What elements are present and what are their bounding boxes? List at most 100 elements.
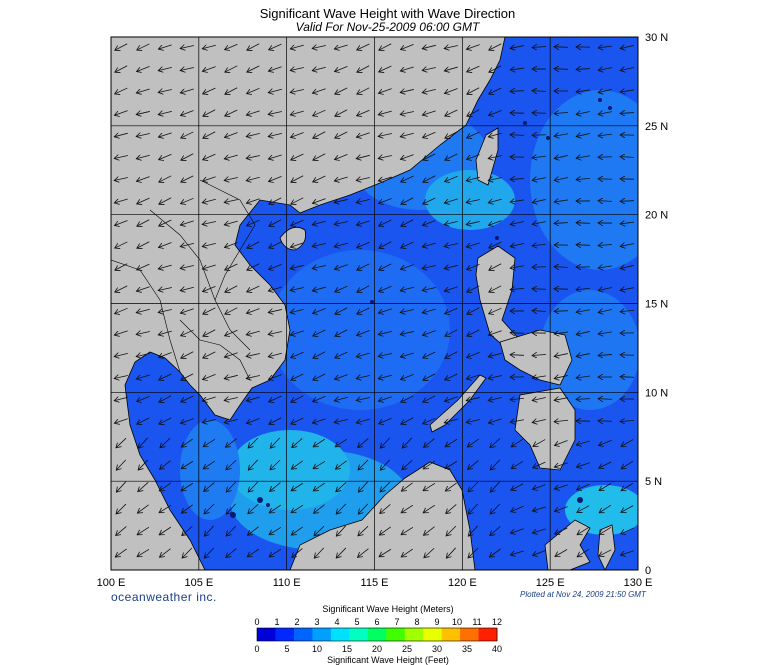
legend-feet-title: Significant Wave Height (Feet) xyxy=(327,655,449,665)
wave-arrow xyxy=(510,266,524,268)
wave-arrow xyxy=(114,418,128,423)
wave-arrow xyxy=(268,309,282,312)
wave-arrow xyxy=(445,460,458,469)
wave-arrow xyxy=(532,156,546,158)
wave-arrow xyxy=(400,154,414,160)
wave-arrow xyxy=(444,419,458,423)
wave-arrow xyxy=(180,418,194,424)
wave-arrow xyxy=(115,307,128,313)
wave-arrow xyxy=(290,132,304,138)
wave-arrow xyxy=(136,176,150,182)
wave-arrow xyxy=(158,287,172,290)
wave-arrow xyxy=(510,222,524,225)
wave-arrow xyxy=(554,178,568,181)
wave-arrow xyxy=(466,374,480,379)
wave-arrow xyxy=(247,263,260,271)
wave-arrow xyxy=(554,332,568,334)
wave-arrow xyxy=(312,244,326,247)
wave-arrow xyxy=(467,285,480,292)
wave-arrow xyxy=(379,43,392,51)
wave-arrow xyxy=(203,285,216,291)
wave-arrow xyxy=(378,354,392,357)
wave-arrow xyxy=(335,109,348,117)
wave-arrow xyxy=(358,459,369,470)
wave-arrow xyxy=(204,525,215,536)
wave-arrow xyxy=(357,241,370,247)
wave-arrow xyxy=(576,462,590,468)
wave-arrow xyxy=(620,550,634,556)
wave-arrow xyxy=(598,440,612,445)
wave-arrow xyxy=(489,43,502,50)
wave-arrow xyxy=(444,221,458,224)
wave-arrow xyxy=(466,420,480,423)
wave-arrow xyxy=(446,525,457,536)
wave-arrow xyxy=(270,459,281,470)
wave-arrow xyxy=(226,503,236,514)
wave-arrow xyxy=(159,153,172,159)
wave-arrow xyxy=(488,330,502,335)
wave-arrow xyxy=(357,65,370,73)
wave-arrow xyxy=(116,437,127,448)
wave-arrow xyxy=(357,263,370,270)
wave-arrow xyxy=(115,241,128,248)
wave-arrow xyxy=(598,421,613,422)
wave-arrow xyxy=(313,351,326,359)
land-mindanao xyxy=(514,387,576,471)
wave-arrow xyxy=(510,528,524,533)
wave-arrow xyxy=(380,504,391,513)
wave-arrow xyxy=(510,243,524,246)
wave-arrow xyxy=(160,437,171,448)
wave-arrow xyxy=(445,131,458,139)
wave-arrow xyxy=(136,309,150,312)
wave-arrow xyxy=(466,242,480,247)
wave-arrow xyxy=(356,178,370,181)
wave-arrow xyxy=(225,87,238,95)
wave-arrow xyxy=(313,460,326,468)
map-frame xyxy=(110,36,639,571)
wave-arrow xyxy=(620,244,634,247)
lon-label: 120 E xyxy=(448,577,477,589)
wave-arrow xyxy=(532,354,547,355)
wave-arrow xyxy=(114,330,128,335)
wave-arrow xyxy=(620,201,635,202)
wave-arrow xyxy=(444,67,458,71)
wave-arrow xyxy=(291,351,304,357)
wave-arrow xyxy=(488,397,502,400)
wave-arrow xyxy=(576,133,590,136)
wave-arrow xyxy=(202,66,216,72)
wave-arrow xyxy=(224,419,238,422)
wave-arrow xyxy=(335,87,348,94)
land-halmahera xyxy=(597,524,616,570)
wave-arrow xyxy=(400,66,414,71)
wave-arrow xyxy=(290,45,304,49)
wave-arrow xyxy=(467,352,480,357)
wave-arrow xyxy=(137,219,150,226)
wave-arrow xyxy=(532,46,547,47)
wave-arrow xyxy=(182,547,193,558)
wave-arrow xyxy=(203,329,216,337)
wave-arrow xyxy=(400,287,414,291)
wave-arrow xyxy=(401,395,414,402)
wave-arrow xyxy=(576,156,590,158)
land-taiwan xyxy=(475,127,499,186)
wave-arrow xyxy=(334,176,348,181)
wave-arrow xyxy=(554,47,569,48)
wave-arrow xyxy=(379,285,392,291)
wave-arrow xyxy=(598,244,613,245)
wave-arrow xyxy=(532,222,546,225)
wave-arrow xyxy=(312,287,326,291)
wave-arrow xyxy=(181,438,193,447)
wave-arrow xyxy=(401,374,414,379)
small-islands xyxy=(230,98,612,518)
wave-arrow xyxy=(115,43,128,50)
wave-arrow xyxy=(621,482,634,490)
wave-arrow xyxy=(335,307,348,314)
wave-arrow xyxy=(158,111,172,114)
wave-arrow xyxy=(356,199,370,202)
wave-arrow xyxy=(554,223,569,224)
wave-arrow xyxy=(468,481,479,492)
wave-arrow xyxy=(203,109,216,116)
wave-arrow xyxy=(181,175,194,182)
wave-arrow xyxy=(203,153,216,160)
wave-arrow xyxy=(335,285,348,292)
